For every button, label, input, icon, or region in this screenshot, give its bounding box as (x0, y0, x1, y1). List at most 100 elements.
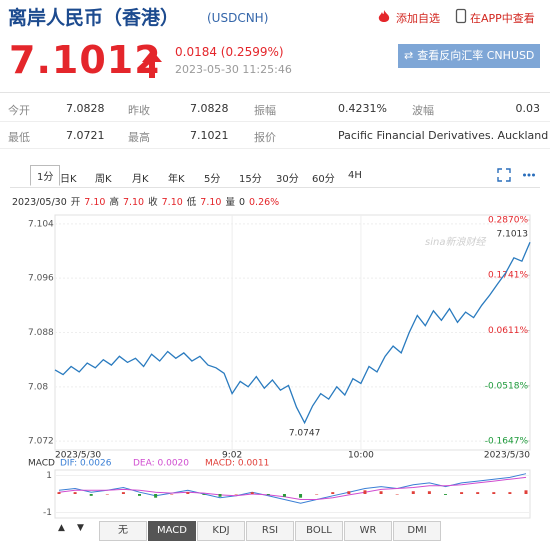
macd-bar (105, 494, 109, 495)
info-label: 低 (186, 197, 197, 208)
macd-bar (234, 494, 238, 495)
x-tick-label: 2023/5/30 (484, 451, 530, 461)
period-tab[interactable]: 日K (60, 174, 77, 185)
period-tab[interactable]: 1分 (30, 165, 61, 186)
scroll-up[interactable]: ▲ (58, 523, 65, 533)
x-tick-label: 10:00 (348, 451, 374, 461)
button-label: 查看反向汇率 CNHUSD (417, 49, 535, 62)
y-tick-label: 7.088 (28, 328, 54, 338)
indicator-tab[interactable]: RSI (246, 521, 294, 541)
macd-bar (460, 492, 464, 494)
row-separator (0, 121, 550, 122)
value-label: 7.0747 (289, 428, 321, 438)
period-tab[interactable]: 4H (348, 170, 362, 181)
period-tab[interactable]: 年K (168, 174, 185, 185)
y2-tick-label: 0.1741% (488, 271, 528, 281)
price-line (54, 241, 531, 425)
page-title: 离岸人民币（香港） (8, 7, 180, 29)
indicator-tab[interactable]: MACD (148, 521, 196, 541)
info-value: 0 (238, 197, 246, 208)
field-label: 最高 (128, 131, 150, 144)
indicator-tab[interactable]: DMI (393, 521, 441, 541)
y-tick-label: 7.104 (28, 219, 54, 229)
y-tick-label: 7.072 (28, 437, 54, 447)
macd-bar (186, 492, 190, 494)
macd-bar (266, 494, 270, 495)
macd-frame (54, 469, 531, 519)
period-tab[interactable]: 周K (95, 174, 112, 185)
macd-bar (331, 492, 335, 494)
macd-bar (363, 490, 367, 494)
add-watch[interactable]: 添加自选 (396, 12, 440, 25)
y-tick-label: 7.08 (28, 382, 48, 392)
macd-bar (476, 492, 480, 494)
macd-bar (299, 494, 303, 498)
macd-title: MACD (28, 459, 55, 469)
info-date: 2023/05/30 (12, 197, 67, 208)
macd-line (58, 473, 527, 504)
period-tab[interactable]: 15分 (239, 174, 262, 185)
field-value: 0.4231% (338, 102, 387, 115)
macd-bar (524, 490, 528, 494)
macd-bar (315, 494, 319, 495)
x-tick-label: 2023/5/30 (55, 451, 101, 461)
quote-time: 2023-05-30 11:25:46 (175, 63, 292, 76)
symbol-code: (USDCNH) (207, 11, 269, 25)
macd-bar (443, 494, 447, 495)
field-value: 7.0721 (66, 129, 105, 142)
period-tab[interactable]: 月K (132, 174, 149, 185)
field-label: 报价 (254, 131, 276, 144)
macd-bar (170, 494, 174, 495)
macd-legend: MACD: 0.0011 (205, 459, 269, 469)
period-tab[interactable]: 5分 (204, 174, 221, 185)
indicator-tab[interactable]: 无 (99, 521, 147, 541)
divider (0, 92, 550, 93)
reverse-rate-button[interactable]: ⇄ 查看反向汇率 CNHUSD (398, 44, 540, 68)
macd-bar (89, 494, 93, 496)
macd-bar (492, 492, 496, 494)
macd-bar (427, 491, 431, 494)
macd-bar (250, 492, 254, 494)
watermark: sina新浪财经 (425, 236, 486, 248)
view-in-app[interactable]: 在APP中查看 (470, 12, 535, 25)
field-label: 最低 (8, 131, 30, 144)
field-label: 今开 (8, 104, 30, 117)
fullscreen-icon[interactable] (497, 168, 511, 182)
field-label: 振幅 (254, 104, 276, 117)
info-value: 7.10 (84, 197, 106, 208)
phone-icon (455, 8, 467, 24)
macd-bar (411, 491, 415, 494)
macd-tick-label: 1 (46, 471, 52, 481)
info-value: 7.10 (200, 197, 222, 208)
info-label: 开 (70, 197, 81, 208)
indicator-tab[interactable]: WR (344, 521, 392, 541)
macd-bar (508, 492, 512, 494)
info-label: 量 (225, 197, 235, 208)
row-separator (0, 148, 550, 149)
period-tab[interactable]: 30分 (276, 174, 299, 185)
up-arrow (142, 50, 162, 78)
field-label: 昨收 (128, 104, 150, 117)
y2-tick-label: 0.0611% (488, 326, 528, 336)
info-change: 0.26% (249, 197, 280, 208)
macd-bar (121, 492, 125, 494)
more-icon[interactable] (522, 168, 536, 182)
indicator-tab[interactable]: BOLL (295, 521, 343, 541)
macd-tick-label: -1 (43, 508, 52, 518)
value-label: 7.1013 (497, 230, 529, 240)
price-change: 0.0184 (0.2599%) (175, 45, 284, 59)
macd-bar (73, 492, 77, 494)
scroll-down[interactable]: ▼ (77, 523, 84, 533)
price: 7.1012 (9, 38, 162, 82)
info-label: 收 (148, 197, 158, 208)
macd-bar (347, 491, 351, 494)
macd-bar (202, 494, 206, 495)
period-tab[interactable]: 60分 (312, 174, 335, 185)
field-value: Pacific Financial Derivatives. Auckland (338, 129, 549, 142)
indicator-tab[interactable]: KDJ (197, 521, 245, 541)
y-tick-label: 7.096 (28, 274, 54, 284)
macd-bar (57, 492, 61, 494)
macd-legend: DIF: 0.0026 (60, 459, 112, 469)
